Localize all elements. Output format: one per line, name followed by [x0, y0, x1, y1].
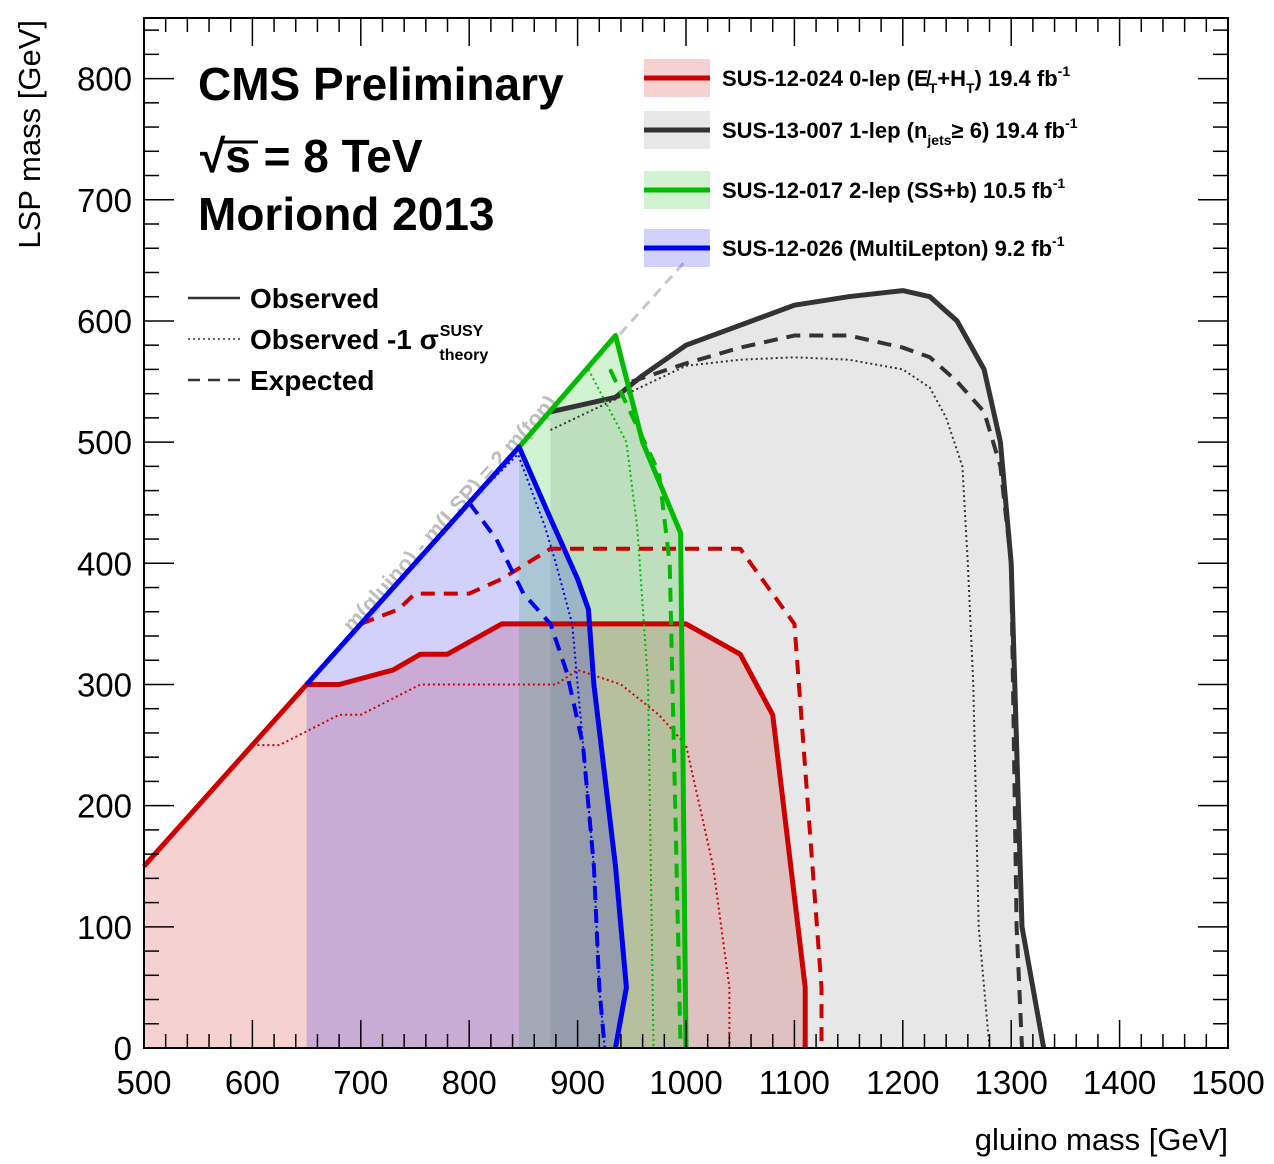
- legend-label-2: SUS-12-017 2-lep (SS+b) 10.5 fb-1: [722, 175, 1065, 203]
- style-legend-dashed-label: Expected: [250, 365, 375, 396]
- x-tick-label: 800: [442, 1064, 497, 1101]
- y-tick-label: 200: [77, 788, 132, 825]
- title-line-2: √s = 8 TeV: [200, 130, 423, 182]
- y-tick-label: 600: [77, 303, 132, 340]
- style-legend-solid-label: Observed: [250, 283, 379, 314]
- x-tick-label: 1200: [866, 1064, 939, 1101]
- title-line-1: CMS Preliminary: [198, 58, 564, 110]
- x-tick-label: 1000: [649, 1064, 722, 1101]
- series-lines: [142, 288, 1047, 1049]
- y-tick-label: 800: [77, 61, 132, 98]
- axis-ticks: [143, 18, 1229, 1049]
- axis-tick-labels: 500 600 700 800 900 1000 1100 1200 1300 1400 1500 0…: [77, 61, 1265, 1101]
- x-tick-label: 1300: [974, 1064, 1047, 1101]
- series-0-expected-line: [360, 546, 824, 1048]
- x-tick-label: 600: [225, 1064, 280, 1101]
- series-0-observed-line: [142, 621, 808, 1048]
- x-tick-label: 500: [116, 1064, 171, 1101]
- x-tick-label: 1500: [1191, 1064, 1264, 1101]
- legend-label-3: SUS-12-026 (MultiLepton) 9.2 fb-1: [722, 233, 1065, 261]
- series-3-observed-line: [304, 444, 629, 1049]
- y-tick-label: 0: [114, 1030, 132, 1067]
- series-1-observed-minus1-line: [550, 356, 991, 1049]
- x-tick-label: 700: [333, 1064, 388, 1101]
- x-axis-title: gluino mass [GeV]: [975, 1122, 1228, 1157]
- series-legend: SUS-12-024 0-lep (E̸T+HT) 19.4 fb-1 SUS-1…: [644, 59, 1078, 267]
- y-tick-label: 300: [77, 666, 132, 703]
- x-tick-label: 1100: [759, 1064, 830, 1101]
- legend-label-0: SUS-12-024 0-lep (E̸T+HT) 19.4 fb-1: [722, 63, 1070, 96]
- title-line-3: Moriond 2013: [198, 188, 495, 240]
- series-1-observed-line: [549, 288, 1047, 1049]
- series-3-observed-minus1-line: [468, 452, 606, 1049]
- series-2-observed-line: [517, 333, 689, 1049]
- x-tick-label: 1400: [1083, 1064, 1156, 1101]
- y-tick-label: 100: [77, 909, 132, 946]
- y-tick-label: 700: [77, 182, 132, 219]
- y-axis-title: LSP mass [GeV]: [12, 20, 47, 249]
- x-tick-label: 900: [550, 1064, 605, 1101]
- y-tick-label: 400: [77, 545, 132, 582]
- series-2-observed-minus1-line: [587, 368, 655, 1049]
- legend-label-1: SUS-13-007 1-lep (njets≥ 6) 19.4 fb-1: [722, 115, 1078, 148]
- y-tick-label: 500: [77, 424, 132, 461]
- fill-region-3: [144, 447, 627, 1048]
